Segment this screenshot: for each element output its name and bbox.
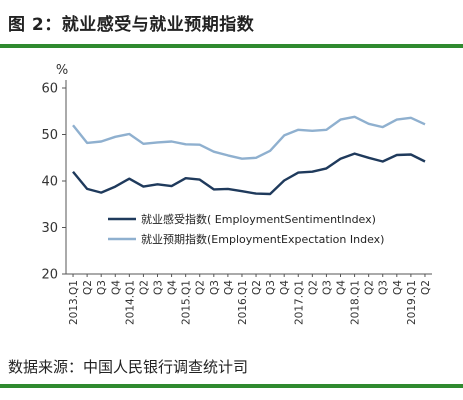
- y-tick-label: 60: [41, 82, 58, 97]
- x-tick-label: Q3: [265, 280, 277, 295]
- x-tick-label: Q4: [336, 280, 348, 295]
- x-tick-label: Q4: [279, 280, 291, 295]
- y-axis-unit: %: [56, 63, 68, 78]
- chart-axes: %: [56, 63, 432, 275]
- x-tick-label: Q2: [138, 280, 150, 295]
- series-line-expectation: [72, 115, 426, 160]
- y-tick-label: 40: [41, 175, 58, 190]
- x-tick-label: 2014.Q1: [124, 280, 136, 325]
- top-rule: [0, 44, 463, 48]
- x-tick-label: Q4: [223, 280, 235, 295]
- x-ticks: 2013.Q1 Q2 Q3 Q4 2014.Q1 Q2 Q3 Q4 2015.Q1 Q2 Q3 Q4 2…: [68, 274, 432, 325]
- x-tick-label: Q3: [96, 280, 108, 295]
- x-tick-label: Q2: [251, 280, 263, 295]
- bottom-rule: [0, 384, 463, 388]
- x-tick-label: Q2: [364, 280, 376, 295]
- series-line-sentiment: [72, 152, 426, 196]
- y-tick-label: 20: [41, 268, 58, 283]
- legend-label-expectation: 就业预期指数(EmploymentExpectation Index): [141, 232, 384, 246]
- x-tick-label: 2018.Q1: [350, 280, 362, 325]
- series-lines: [72, 115, 426, 196]
- x-tick-label: Q2: [307, 280, 319, 295]
- x-tick-label: Q3: [209, 280, 221, 295]
- page-title: 图 2：就业感受与就业预期指数: [8, 15, 255, 35]
- x-tick-label: 2017.Q1: [293, 280, 305, 325]
- x-tick-label: 2015.Q1: [181, 280, 193, 325]
- x-tick-label: Q4: [167, 280, 179, 295]
- legend: 就业感受指数( EmploymentSentimentIndex) 就业预期指数(…: [108, 212, 384, 246]
- y-ticks: 20 30 40 50 60: [41, 82, 66, 283]
- x-tick-label: Q3: [378, 280, 390, 295]
- y-tick-label: 30: [41, 221, 58, 236]
- x-tick-label: 2016.Q1: [237, 280, 249, 325]
- x-tick-label: Q2: [195, 280, 207, 295]
- x-tick-label: Q4: [110, 280, 122, 295]
- y-tick-label: 50: [41, 128, 58, 143]
- x-tick-label: Q2: [420, 280, 432, 295]
- x-tick-label: Q2: [82, 280, 94, 295]
- source-note: 数据来源：中国人民银行调查统计司: [8, 358, 249, 376]
- legend-label-sentiment: 就业感受指数( EmploymentSentimentIndex): [141, 212, 376, 226]
- x-tick-label: 2019.Q1: [406, 280, 418, 325]
- x-tick-label: 2013.Q1: [68, 280, 80, 325]
- x-tick-label: Q3: [321, 280, 333, 295]
- x-tick-label: Q3: [153, 280, 165, 295]
- x-tick-label: Q4: [392, 280, 404, 295]
